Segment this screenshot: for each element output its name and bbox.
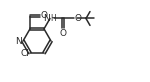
Text: N: N (43, 14, 50, 23)
Text: O: O (60, 29, 66, 38)
Text: H: H (51, 14, 56, 23)
Text: O: O (40, 11, 48, 20)
Text: N: N (15, 36, 21, 46)
Text: Cl: Cl (20, 49, 29, 58)
Text: O: O (75, 14, 81, 23)
